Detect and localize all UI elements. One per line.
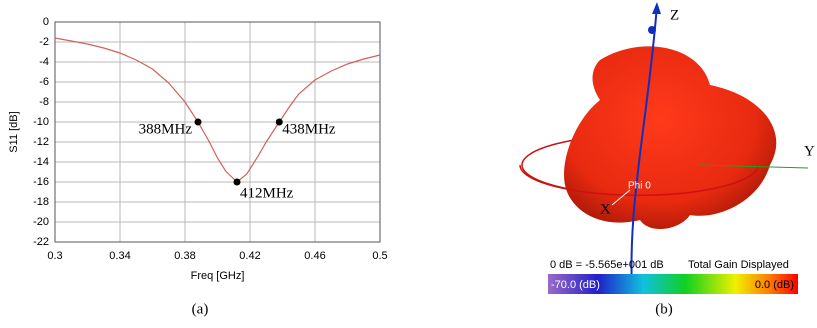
radiation-pattern bbox=[564, 46, 776, 229]
scale-max: 0.0 (dB) bbox=[755, 279, 794, 291]
x-tick-label: 0.3 bbox=[47, 250, 62, 262]
y-tick-label: -2 bbox=[39, 36, 49, 48]
scale-min: -70.0 (dB) bbox=[551, 279, 600, 291]
y-tick-label: -18 bbox=[33, 196, 49, 208]
scale-note: 0 dB = -5.565e+001 dB bbox=[550, 259, 664, 271]
y-axis-label: S11 [dB] bbox=[8, 111, 20, 152]
marker-label: 388MHz bbox=[139, 121, 193, 137]
panel-a: 0 -2 -4 -6 -8 -10 -12 -14 -16 -18 -20 -22 0.3 0.34 0.3… bbox=[8, 16, 388, 282]
x-tick-label: 0.42 bbox=[239, 250, 260, 262]
marker-label: 412MHz bbox=[240, 185, 294, 201]
scale-title: Total Gain Displayed bbox=[688, 259, 789, 271]
z-marker bbox=[648, 26, 656, 34]
z-arrow bbox=[652, 2, 661, 14]
y-tick-label: -6 bbox=[39, 76, 49, 88]
panel-b: Z Y X Phi 0 0 dB = -5.565e+001 dB Total … bbox=[520, 2, 815, 317]
y-tick-label: -10 bbox=[33, 116, 49, 128]
marker bbox=[234, 179, 241, 186]
y-tick-label: -12 bbox=[33, 136, 49, 148]
y-tick-label: -16 bbox=[33, 176, 49, 188]
x-tick-label: 0.5 bbox=[372, 250, 387, 262]
y-tick-label: -4 bbox=[39, 56, 49, 68]
y-tick-label: -22 bbox=[33, 236, 49, 248]
axis-label: X bbox=[600, 201, 611, 217]
x-tick-label: 0.38 bbox=[174, 250, 195, 262]
phi-label: Phi 0 bbox=[628, 181, 651, 192]
axis-label: Y bbox=[804, 143, 815, 159]
caption: (a) bbox=[192, 301, 209, 317]
y-tick-label: -8 bbox=[39, 96, 49, 108]
series-line bbox=[55, 38, 380, 182]
y-tick-label: -14 bbox=[33, 156, 49, 168]
axis-label: Z bbox=[670, 7, 679, 23]
x-tick-label: 0.46 bbox=[304, 250, 325, 262]
marker-label: 438MHz bbox=[282, 121, 336, 137]
y-tick-label: -20 bbox=[33, 216, 49, 228]
figure: 0 -2 -4 -6 -8 -10 -12 -14 -16 -18 -20 -22 0.3 0.34 0.3… bbox=[0, 0, 817, 328]
y-tick-label: 0 bbox=[43, 16, 49, 28]
caption: (b) bbox=[655, 301, 673, 317]
marker bbox=[195, 119, 202, 126]
x-tick-label: 0.34 bbox=[109, 250, 130, 262]
x-axis-label: Freq [GHz] bbox=[191, 270, 245, 282]
